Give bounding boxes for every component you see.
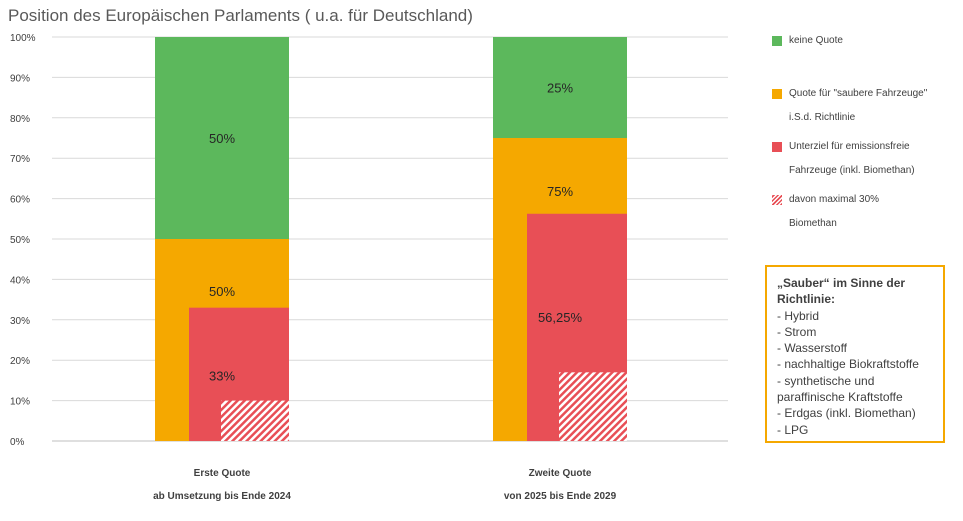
bar-biomethan-hatched <box>221 400 289 441</box>
infobox-item: - Wasserstoff <box>777 341 848 356</box>
y-tick-label: 30% <box>10 316 30 327</box>
data-label: 25% <box>547 81 573 96</box>
y-tick-label: 100% <box>10 33 36 44</box>
legend-label: Quote für "saubere Fahrzeuge" i.S.d. Ric… <box>789 88 928 123</box>
bar-keine-quote <box>493 37 627 138</box>
infobox-item: - synthetische und paraffinische Kraftst… <box>777 373 903 405</box>
legend-swatch-hatched <box>772 195 782 205</box>
category-sublabel: von 2025 bis Ende 2029 <box>504 491 617 502</box>
infobox-item: - Hybrid <box>777 308 820 323</box>
infobox-item: - LPG <box>777 422 809 437</box>
legend-swatch-green <box>772 36 782 46</box>
data-label: 56,25% <box>538 310 583 325</box>
sauber-definition-box: „Sauber“ im Sinne der Richtlinie: - Hybr… <box>765 265 945 443</box>
data-label: 50% <box>209 131 235 146</box>
category-label: Erste Quote <box>194 468 251 479</box>
infobox-item: - Erdgas (inkl. Biomethan) <box>777 406 916 421</box>
legend-label: Unterziel für emissionsfreie Fahrzeuge (… <box>789 141 915 176</box>
data-label: 33% <box>209 369 235 384</box>
y-tick-label: 20% <box>10 356 30 367</box>
y-tick-label: 0% <box>10 437 25 448</box>
y-tick-label: 40% <box>10 275 30 286</box>
data-label: 50% <box>209 284 235 299</box>
category-label: Zweite Quote <box>529 468 592 479</box>
infobox-item: - Strom <box>777 324 817 339</box>
y-tick-label: 50% <box>10 235 30 246</box>
y-tick-label: 90% <box>10 73 30 84</box>
category-sublabel: ab Umsetzung bis Ende 2024 <box>153 491 291 502</box>
y-tick-label: 60% <box>10 195 30 206</box>
legend-label: keine Quote <box>789 35 843 46</box>
legend-label: davon maximal 30% Biomethan <box>789 194 880 229</box>
legend-swatch-orange <box>772 89 782 99</box>
infobox-heading: „Sauber“ im Sinne der Richtlinie: <box>777 276 906 307</box>
chart-title: Position des Europäischen Parlaments ( u… <box>8 6 473 25</box>
y-tick-label: 10% <box>10 397 30 408</box>
y-tick-label: 80% <box>10 114 30 125</box>
bar-keine-quote <box>155 37 289 239</box>
data-label: 75% <box>547 184 573 199</box>
infobox-item: - nachhaltige Biokraftstoffe <box>777 357 919 372</box>
y-tick-label: 70% <box>10 154 30 165</box>
bar-biomethan-hatched <box>559 372 627 441</box>
legend-swatch-red <box>772 142 782 152</box>
